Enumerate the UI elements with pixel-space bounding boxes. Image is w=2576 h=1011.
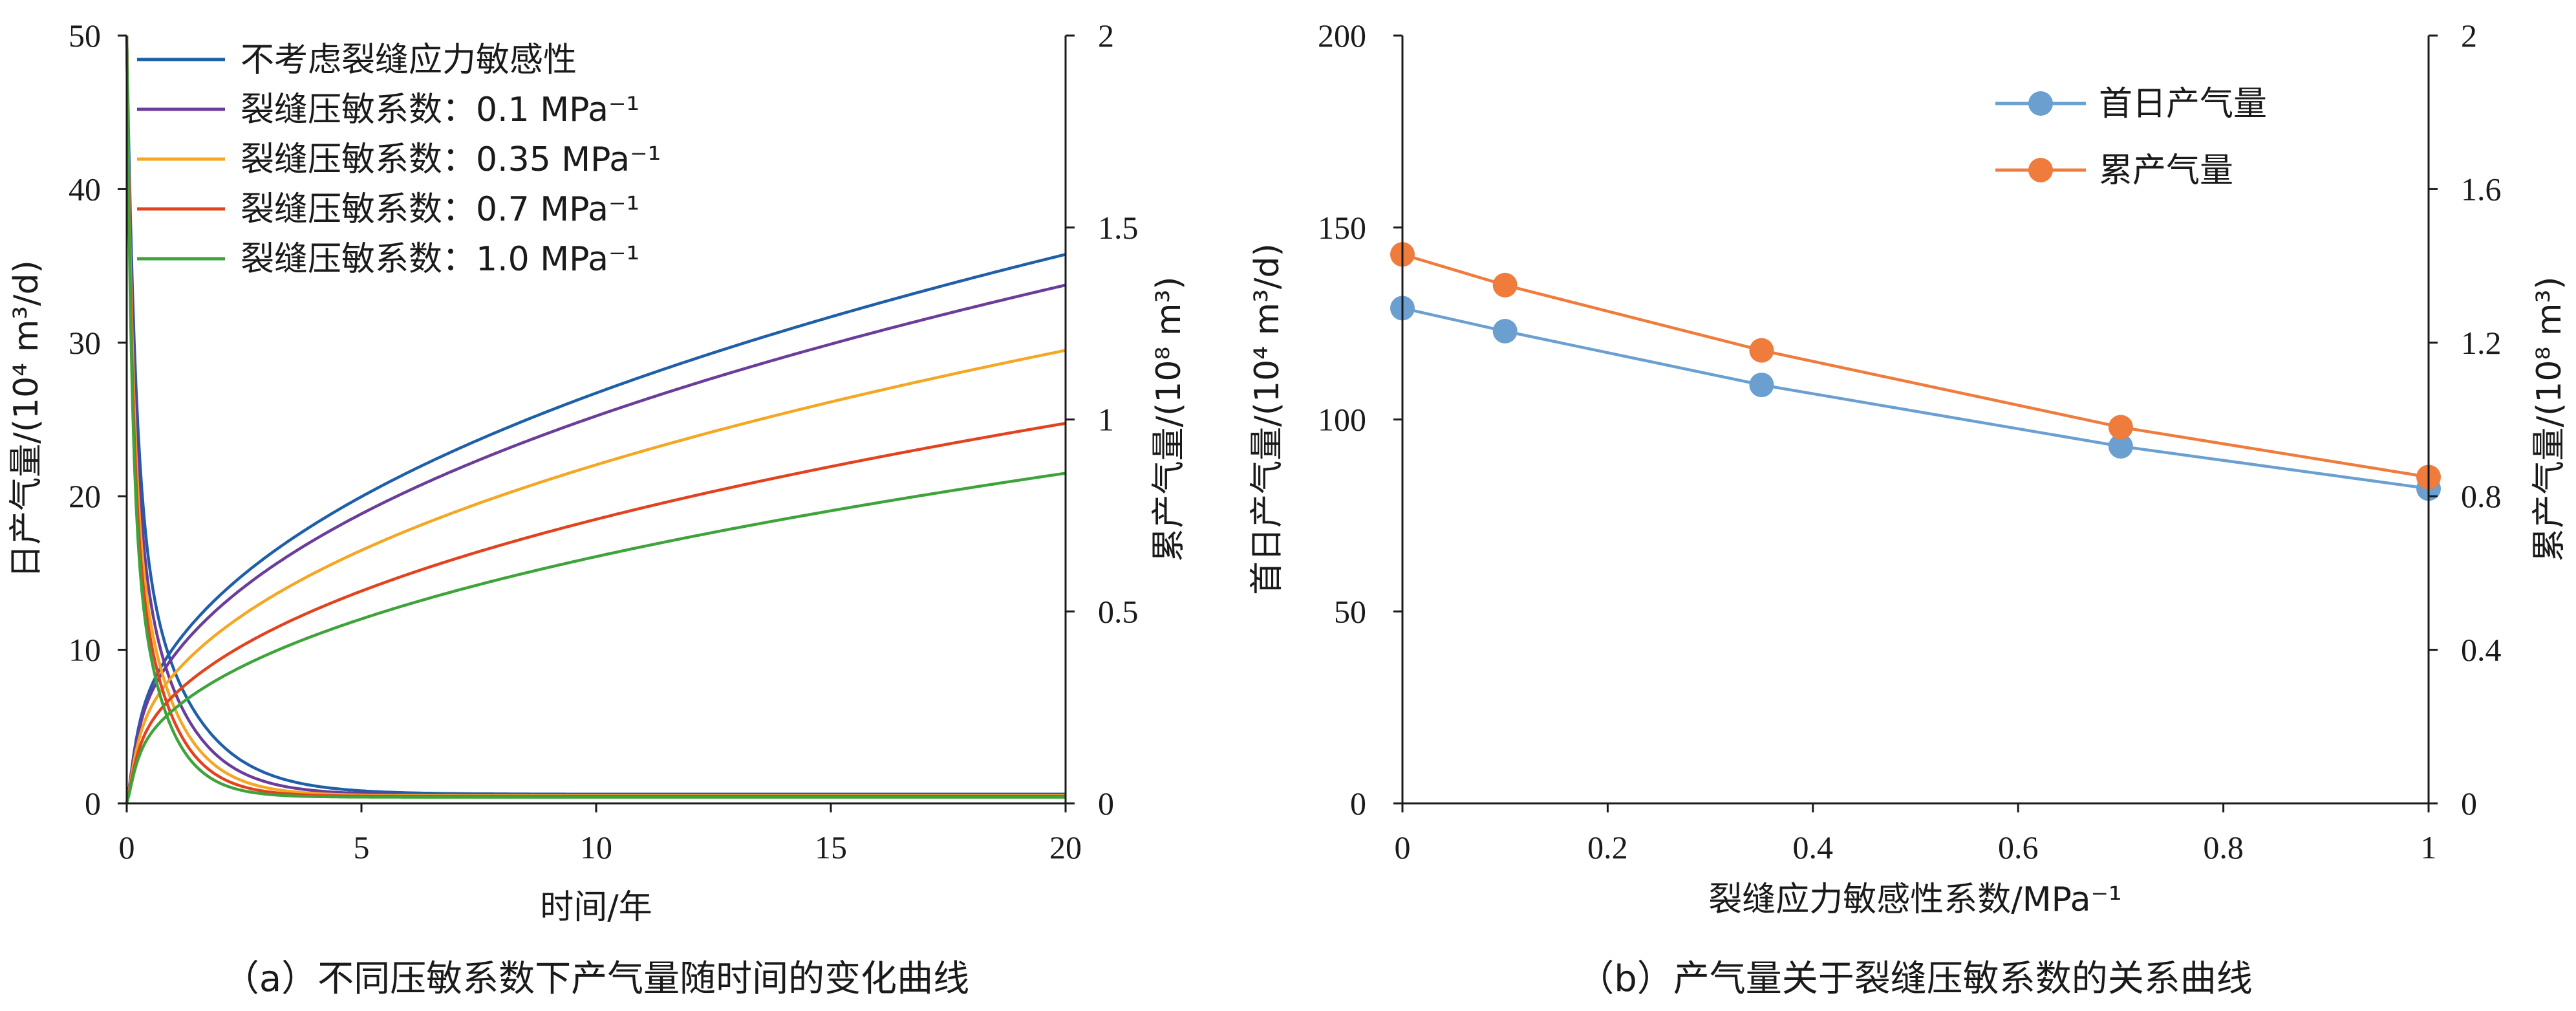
chart-a-y-tick-label: 40 (69, 171, 101, 207)
chart-a-cumulative-line (125, 422, 1066, 804)
chart-b-x-tick-label: 0.4 (1793, 829, 1834, 865)
chart-a-x-tick-label: 10 (580, 829, 612, 865)
chart-b-y2-tick-label: 2 (2461, 17, 2477, 54)
chart-a-ticks: 0 5 10 15 20 0 10 20 30 40 50 0 0.5 1 1.5 2 (69, 17, 1139, 865)
chart-a-x-tick-label: 5 (354, 829, 370, 865)
chart-b-data-point (2108, 434, 2133, 459)
chart-b-y2-tick-label: 0 (2461, 785, 2477, 821)
chart-b-y-tick-label: 150 (1318, 210, 1366, 246)
chart-a-daily-line (125, 35, 1066, 799)
chart-b-right-y-axis-title: 累产气量/(10⁸ m³) (2530, 276, 2569, 561)
chart-b-x-tick-label: 1 (2421, 829, 2437, 865)
chart-b-y-tick-label: 200 (1318, 17, 1366, 54)
chart-b-legend-label: 首日产气量 (2099, 85, 2267, 124)
chart-b-left-y-axis-title: 首日产气量/(10⁴ m³/d) (1248, 243, 1287, 595)
chart-a-cumulative-line (125, 253, 1066, 804)
chart-b-caption: （b）产气量关于裂缝压敏系数的关系曲线 (1578, 958, 2253, 1000)
chart-b-y2-tick-label: 0.4 (2461, 632, 2502, 668)
chart-a-series (125, 35, 1066, 804)
chart-b-y2-tick-label: 0.8 (2461, 478, 2502, 514)
chart-a-y2-tick-label: 1 (1098, 402, 1114, 438)
chart-b-legend-marker (2028, 91, 2053, 116)
chart-b-y-tick-label: 50 (1334, 593, 1366, 629)
chart-b-y-tick-label: 0 (1350, 785, 1366, 821)
chart-a-legend-label: 裂缝压敏系数：1.0 MPa⁻¹ (241, 240, 639, 279)
chart-b-series (1390, 242, 2441, 501)
chart-b-y-tick-label: 100 (1318, 402, 1366, 438)
chart-a-y2-tick-label: 1.5 (1098, 210, 1139, 246)
chart-a-x-tick-label: 20 (1049, 829, 1082, 865)
chart-a-y-tick-label: 30 (69, 325, 101, 361)
chart-a-y-tick-label: 0 (85, 785, 101, 821)
chart-a-y-tick-label: 50 (69, 17, 101, 54)
chart-b: 0 0.2 0.4 0.6 0.8 105010015020000.40.81.21.62… (1248, 17, 2569, 1000)
chart-a-y-tick-label: 10 (69, 632, 101, 668)
chart-a-y2-tick-label: 0.5 (1098, 593, 1139, 629)
chart-a-caption: （a）不同压敏系数下产气量随时间的变化曲线 (223, 958, 969, 1000)
chart-b-legend-marker (2028, 158, 2053, 182)
chart-a-legend-label: 裂缝压敏系数：0.7 MPa⁻¹ (241, 190, 639, 229)
chart-a-x-axis-title: 时间/年 (540, 888, 652, 927)
chart-b-legend-label: 累产气量 (2099, 151, 2233, 190)
chart-a-y-tick-label: 20 (69, 478, 101, 514)
chart-a-y2-tick-label: 2 (1098, 17, 1114, 54)
chart-b-x-tick-label: 0.6 (1998, 829, 2039, 865)
chart-b-x-axis-title: 裂缝应力敏感性系数/MPa⁻¹ (1708, 880, 2122, 919)
chart-a-legend-label: 不考虑裂缝应力敏感性 (241, 41, 577, 80)
chart-a-y2-tick-label: 0 (1098, 785, 1114, 821)
chart-b-y2-tick-label: 1.6 (2461, 171, 2502, 207)
chart-b-x-tick-label: 0.8 (2203, 829, 2244, 865)
chart-a-legend-label: 裂缝压敏系数：0.1 MPa⁻¹ (241, 91, 639, 129)
chart-a-x-tick-label: 15 (815, 829, 847, 865)
chart-b-data-point (2108, 415, 2133, 440)
chart-b-series-line (1402, 307, 2429, 490)
chart-b-data-point (1749, 373, 1774, 398)
chart-a-right-y-axis-title: 累产气量/(10⁸ m³) (1150, 276, 1188, 561)
chart-a: 0 5 10 15 20 0 10 20 30 40 50 0 0.5 1 1.5 2 不考虑裂缝应力敏感性裂… (7, 17, 1188, 1000)
chart-b-y2-tick-label: 1.2 (2461, 325, 2502, 361)
chart-b-data-point (1492, 318, 1518, 343)
chart-b-data-point (1749, 338, 1774, 363)
chart-b-data-point (1492, 272, 1518, 298)
chart-a-x-tick-label: 0 (119, 829, 135, 865)
chart-a-cumulative-line (125, 472, 1066, 804)
chart-b-x-tick-label: 0.2 (1587, 829, 1628, 865)
chart-a-left-y-axis-title: 日产气量/(10⁴ m³/d) (7, 260, 46, 578)
chart-a-cumulative-line (125, 283, 1066, 804)
chart-a-cumulative-line (125, 349, 1066, 804)
chart-b-series-line (1402, 253, 2429, 479)
chart-b-x-tick-label: 0 (1395, 829, 1411, 865)
chart-a-legend-label: 裂缝压敏系数：0.35 MPa⁻¹ (241, 140, 661, 179)
